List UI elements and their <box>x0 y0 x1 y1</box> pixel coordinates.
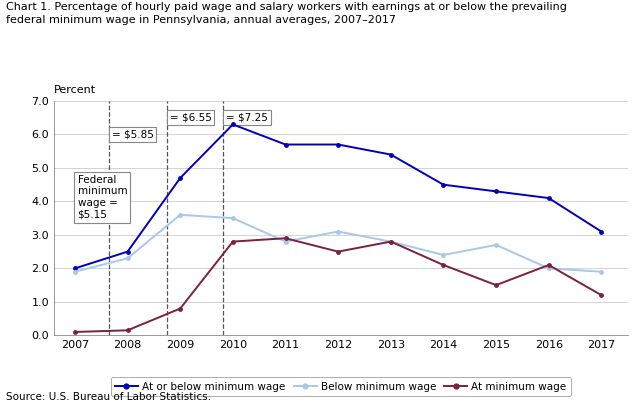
Text: federal minimum wage in Pennsylvania, annual averages, 2007–2017: federal minimum wage in Pennsylvania, an… <box>6 15 396 25</box>
Text: Federal
minimum
wage =
$5.15: Federal minimum wage = $5.15 <box>77 175 127 219</box>
Text: = $7.25: = $7.25 <box>226 113 268 123</box>
Text: Percent: Percent <box>54 85 96 95</box>
Text: Chart 1. Percentage of hourly paid wage and salary workers with earnings at or b: Chart 1. Percentage of hourly paid wage … <box>6 2 567 12</box>
Text: Source: U.S. Bureau of Labor Statistics.: Source: U.S. Bureau of Labor Statistics. <box>6 392 211 402</box>
Text: = $6.55: = $6.55 <box>170 113 212 123</box>
Legend: At or below minimum wage, Below minimum wage, At minimum wage: At or below minimum wage, Below minimum … <box>111 377 571 396</box>
Text: = $5.85: = $5.85 <box>112 129 153 139</box>
